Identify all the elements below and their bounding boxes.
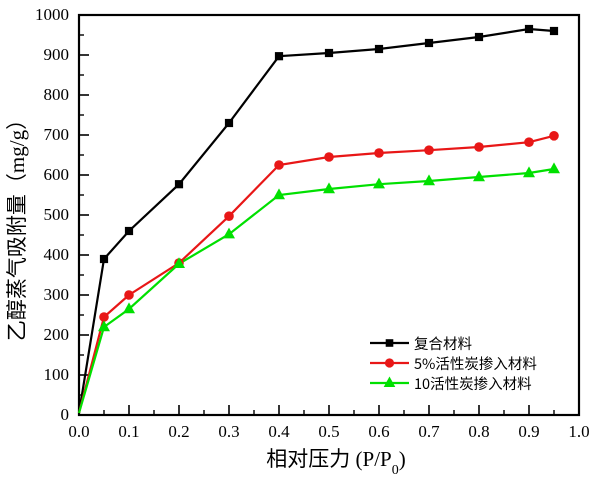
svg-text:600: 600 [44,165,70,184]
svg-text:5%活性炭掺入材料: 5%活性炭掺入材料 [414,353,537,374]
svg-text:相对压力 (P/P0): 相对压力 (P/P0) [266,443,405,478]
svg-text:0.6: 0.6 [368,422,389,441]
svg-text:0.0: 0.0 [68,422,89,441]
svg-text:800: 800 [44,85,70,104]
svg-text:0.8: 0.8 [468,422,489,441]
svg-text:900: 900 [44,45,70,64]
svg-text:0.1: 0.1 [118,422,139,441]
svg-text:1.0: 1.0 [568,422,589,441]
svg-text:200: 200 [44,325,70,344]
svg-text:0.2: 0.2 [168,422,189,441]
svg-text:乙醇蒸气吸附量（mg/g）: 乙醇蒸气吸附量（mg/g） [1,109,31,341]
svg-text:复合材料: 复合材料 [414,333,472,354]
svg-text:10活性炭掺入材料: 10活性炭掺入材料 [414,373,532,394]
svg-text:500: 500 [44,205,70,224]
svg-text:0.3: 0.3 [218,422,239,441]
svg-text:0.7: 0.7 [418,422,440,441]
svg-text:700: 700 [44,125,70,144]
svg-text:0.9: 0.9 [518,422,539,441]
svg-text:400: 400 [44,245,70,264]
svg-text:0.5: 0.5 [318,422,339,441]
svg-text:0.4: 0.4 [268,422,290,441]
svg-text:100: 100 [44,365,70,384]
svg-text:1000: 1000 [35,5,69,24]
svg-text:300: 300 [44,285,70,304]
